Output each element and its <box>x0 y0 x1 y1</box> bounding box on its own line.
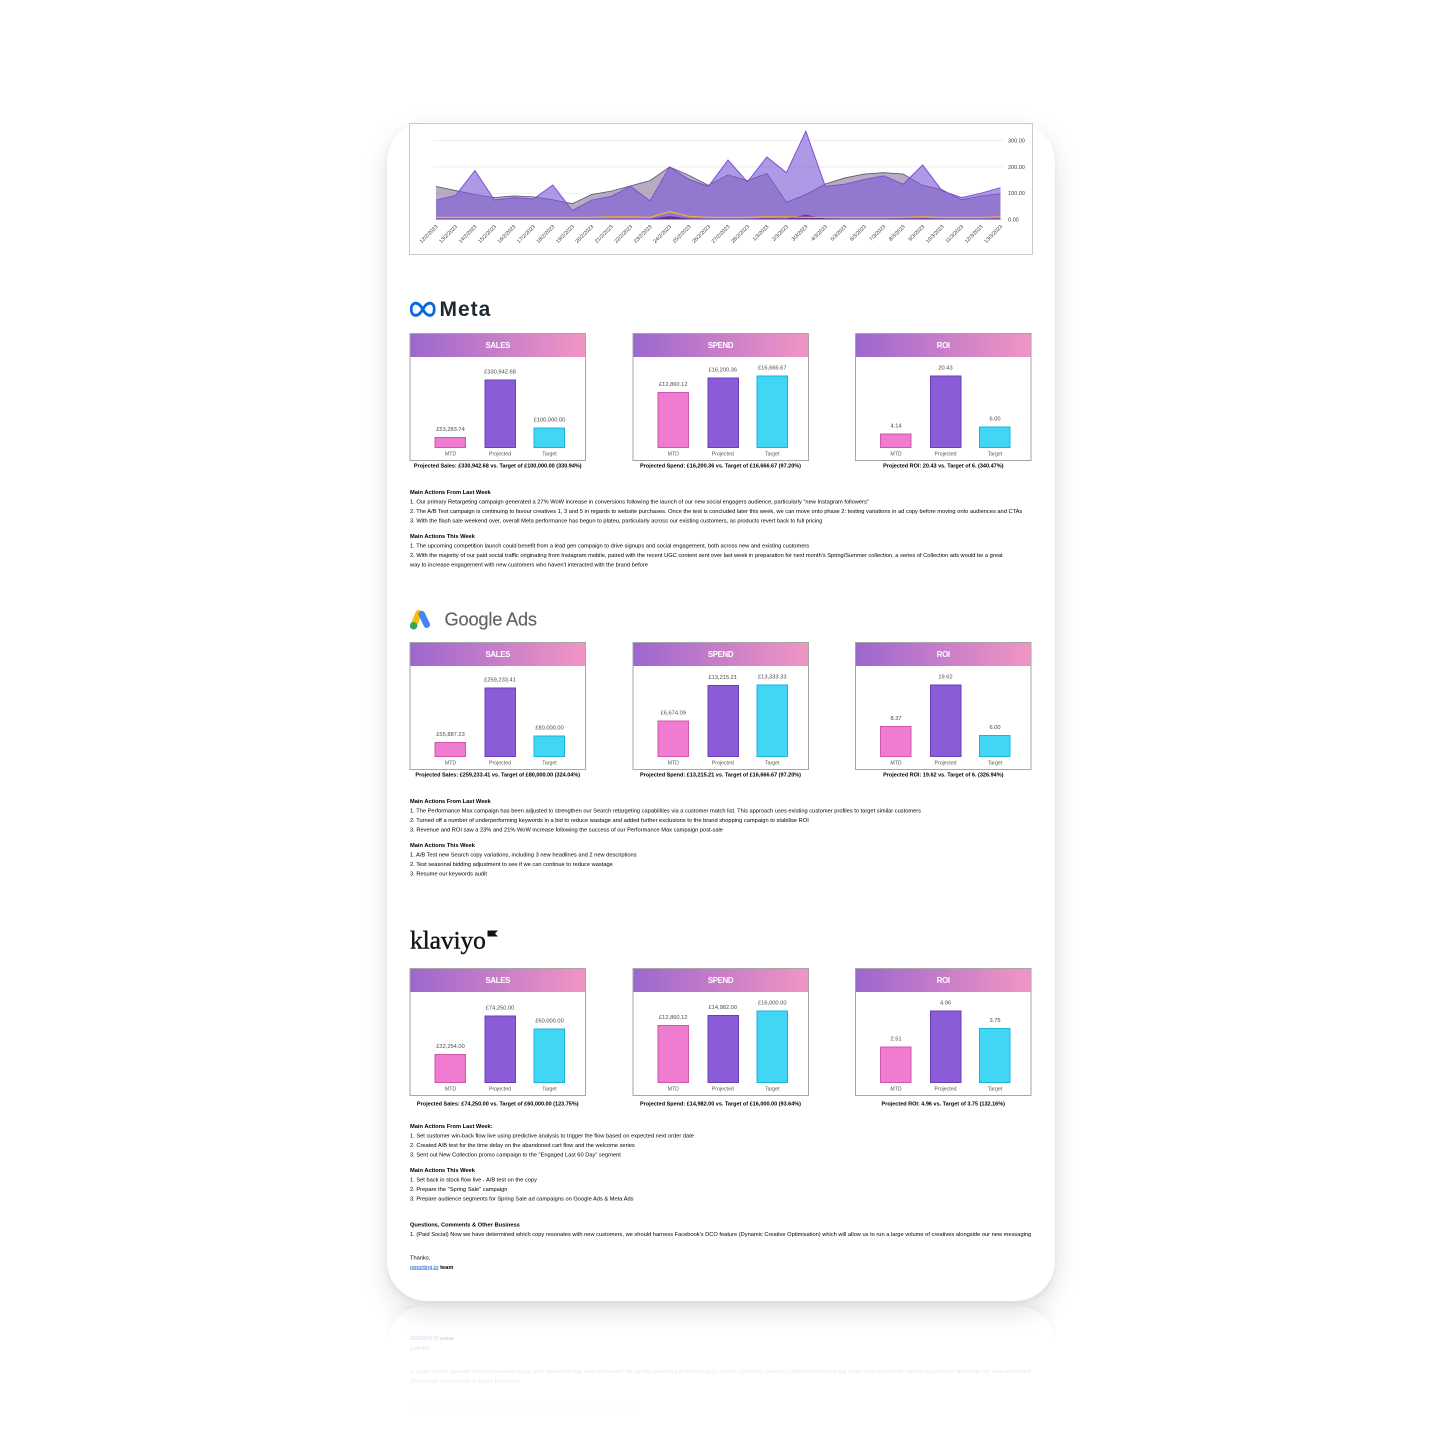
svg-text:1/3/2023: 1/3/2023 <box>752 224 771 243</box>
svg-text:5/3/2023: 5/3/2023 <box>830 224 849 243</box>
svg-text:19/2/2023: 19/2/2023 <box>555 224 576 245</box>
svg-text:14/2/2023: 14/2/2023 <box>458 224 479 245</box>
svg-text:22/2/2023: 22/2/2023 <box>614 224 635 245</box>
svg-text:13/3/2023: 13/3/2023 <box>983 224 1004 245</box>
svg-text:23/2/2023: 23/2/2023 <box>633 224 654 245</box>
svg-text:300.00: 300.00 <box>1008 139 1025 145</box>
svg-text:13/2/2023: 13/2/2023 <box>438 224 459 245</box>
svg-text:0.00: 0.00 <box>1008 218 1019 224</box>
svg-text:10/3/2023: 10/3/2023 <box>925 224 946 245</box>
svg-text:21/2/2023: 21/2/2023 <box>594 224 615 245</box>
svg-text:17/2/2023: 17/2/2023 <box>516 224 537 245</box>
svg-text:24/2/2023: 24/2/2023 <box>652 224 673 245</box>
svg-text:2/3/2023: 2/3/2023 <box>771 224 790 243</box>
svg-text:18/2/2023: 18/2/2023 <box>536 224 557 245</box>
svg-text:12/3/2023: 12/3/2023 <box>964 224 985 245</box>
svg-text:4/3/2023: 4/3/2023 <box>810 224 829 243</box>
svg-text:8/3/2023: 8/3/2023 <box>888 224 907 243</box>
svg-text:7/3/2023: 7/3/2023 <box>869 224 888 243</box>
svg-text:11/3/2023: 11/3/2023 <box>945 224 965 244</box>
svg-text:6/3/2023: 6/3/2023 <box>849 224 868 243</box>
svg-text:27/2/2023: 27/2/2023 <box>711 224 732 245</box>
svg-text:15/2/2023: 15/2/2023 <box>477 224 498 245</box>
svg-text:200.00: 200.00 <box>1008 165 1025 171</box>
svg-text:28/2/2023: 28/2/2023 <box>730 224 751 245</box>
svg-text:26/2/2023: 26/2/2023 <box>691 224 712 245</box>
svg-text:100.00: 100.00 <box>1008 191 1025 197</box>
svg-text:16/2/2023: 16/2/2023 <box>497 224 518 245</box>
svg-text:3/3/2023: 3/3/2023 <box>791 224 810 243</box>
svg-text:9/3/2023: 9/3/2023 <box>908 224 927 243</box>
svg-text:20/2/2023: 20/2/2023 <box>575 224 596 245</box>
svg-text:25/2/2023: 25/2/2023 <box>672 224 693 245</box>
svg-text:12/2/2023: 12/2/2023 <box>419 224 440 245</box>
